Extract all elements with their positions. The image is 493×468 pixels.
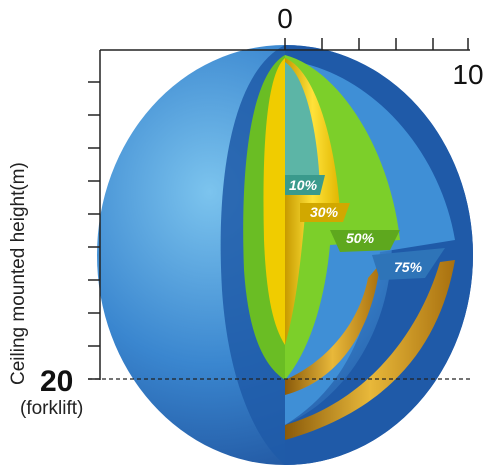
x-axis-ticks [284,38,469,50]
zone-75-gold-rim [285,260,455,440]
y-axis-label: Ceiling mounted height(m) [8,162,29,385]
zone-label-75: 75% [394,259,423,275]
tab-10 [285,175,325,195]
forklift-height-value: 20 [40,365,73,398]
tab-30 [300,203,350,222]
x-axis-start-label: 0 [277,3,293,34]
zone-30-left [263,58,285,345]
y-axis-ticks [88,81,100,380]
zone-50-gold-edge [285,264,380,395]
zone-10-fill [285,62,320,192]
zone-label-50: 50% [346,230,375,246]
forklift-height-sublabel: (forklift) [20,398,83,419]
x-axis-end-label: 10 [452,59,483,90]
zone-label-30: 30% [310,204,339,220]
tab-50 [330,230,400,252]
sphere-dark-band [285,45,473,465]
tab-75 [372,248,445,280]
zone-label-10: 10% [289,177,318,193]
